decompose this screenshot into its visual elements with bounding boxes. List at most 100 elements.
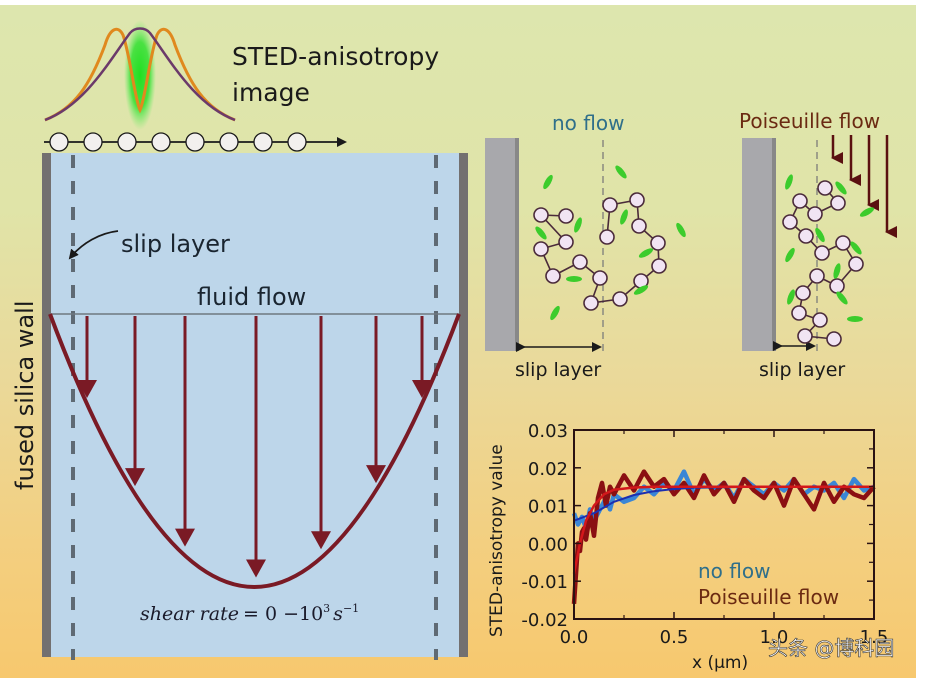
y-tick-label: -0.02: [521, 610, 568, 631]
chain-bead: [592, 270, 608, 286]
x-tick-label: 0.5: [660, 627, 689, 648]
dye-molecule: [638, 248, 654, 258]
flow-arrows: [831, 135, 897, 238]
scan-point: [219, 132, 239, 152]
chain-bead: [558, 208, 574, 224]
velocity-arrows: [77, 316, 432, 578]
dye-molecule: [543, 174, 553, 190]
y-tick-label: 0.02: [528, 459, 568, 480]
left-wall: [42, 153, 51, 657]
velocity-arrow-head: [412, 380, 432, 399]
dye-molecule: [574, 217, 582, 233]
slip-layer-label: slip layer: [121, 230, 230, 258]
psf-illustration: [44, 20, 347, 152]
chain-bead: [533, 207, 549, 223]
chain-bead: [848, 256, 864, 272]
legend-poiseuille: Poiseuille flow: [698, 585, 839, 609]
velocity-arrow-head: [311, 531, 331, 550]
scan-points: [49, 132, 307, 152]
slip-layer-pointer: [68, 230, 119, 260]
shear-prefix: shear rate: [140, 603, 239, 625]
chain-bead: [558, 234, 574, 250]
chain-bead: [650, 235, 666, 251]
scan-point: [117, 132, 137, 152]
no-flow-slip-label: slip layer: [515, 359, 601, 381]
dye-molecule: [633, 285, 649, 295]
title-line1: STED-anisotropy: [232, 42, 439, 71]
dye-molecule: [566, 276, 582, 282]
scan-point: [151, 132, 171, 152]
shear-unit-exp: −1: [343, 602, 359, 615]
dye-molecules: [535, 165, 686, 321]
x-tick-label: 1.0: [760, 627, 789, 648]
chain-bead: [797, 328, 813, 344]
excitation-curve: [44, 27, 236, 122]
dye-molecule: [836, 291, 848, 305]
chain-bead: [791, 305, 807, 321]
dye-molecule: [847, 316, 863, 322]
polymer-chain: [782, 180, 864, 347]
velocity-arrow-head: [175, 528, 195, 547]
y-tick-label: 0.03: [528, 421, 568, 442]
wall-block: [485, 138, 515, 351]
no-flow-title: no flow: [552, 111, 624, 135]
chain-bead: [798, 228, 814, 244]
excitation-spot: [124, 20, 156, 130]
dye-molecule: [850, 241, 862, 255]
wall-block: [742, 138, 772, 351]
chain-bead: [651, 258, 667, 274]
x-tick-label: 1.5: [860, 627, 889, 648]
dye-molecule: [550, 305, 560, 321]
dye-molecule: [815, 227, 825, 243]
y-tick-label: 0.00: [528, 534, 568, 555]
fluid-flow-label: fluid flow: [197, 283, 306, 311]
wall-edge: [772, 138, 776, 351]
scan-point: [83, 132, 103, 152]
chain-bead: [809, 268, 825, 284]
wall-edge: [515, 138, 519, 351]
chain-bead: [612, 291, 628, 307]
dye-molecule: [833, 263, 841, 279]
chain-bead: [812, 312, 828, 328]
dye-molecule: [785, 174, 793, 190]
velocity-arrow-head: [366, 465, 386, 484]
dye-molecule: [787, 289, 795, 305]
series-line-poiseuille-flow-fit: [572, 485, 874, 574]
chain-bead: [792, 193, 808, 209]
dye-molecule: [676, 222, 686, 238]
x-axis-label: x (μm): [692, 653, 748, 673]
figure-canvas: STED-anisotropy image slip layer fluid f…: [11, 20, 897, 673]
chain-bond: [789, 187, 857, 340]
chain-bead: [545, 268, 561, 284]
chain-bead: [835, 235, 851, 251]
no-flow-panel: [485, 138, 686, 352]
wall-label: fused silica wall: [11, 300, 39, 490]
shear-rate-label: shear rate = 0 −103 s−1: [140, 602, 359, 625]
velocity-arrow-head: [77, 380, 97, 399]
chain-bead: [583, 295, 599, 311]
chain-bead: [572, 254, 588, 270]
dye-molecule: [620, 209, 628, 225]
shear-unit: s: [333, 603, 343, 625]
dye-molecule: [535, 226, 547, 240]
watermark: 头条 @博科园: [768, 636, 894, 660]
x-tick-label: 0.0: [560, 627, 589, 648]
dye-molecule: [785, 247, 795, 263]
flow-channel: [42, 153, 468, 660]
velocity-arrow-head: [125, 468, 145, 487]
figure: STED-anisotropy image slip layer fluid f…: [0, 5, 916, 678]
chain-bead: [807, 206, 823, 222]
chart-series: [571, 469, 876, 605]
shear-exp: 3: [323, 602, 330, 615]
scan-point: [287, 132, 307, 152]
legend-no-flow: no flow: [698, 559, 770, 583]
scan-point: [253, 132, 273, 152]
right-wall: [459, 153, 468, 657]
dye-molecule: [835, 181, 847, 195]
chain-bead: [631, 218, 647, 234]
scan-point: [185, 132, 205, 152]
shear-eq: = 0 −10: [243, 603, 323, 625]
chain-bead: [826, 331, 842, 347]
chain-bead: [629, 192, 645, 208]
y-tick-label: 0.01: [528, 497, 568, 518]
